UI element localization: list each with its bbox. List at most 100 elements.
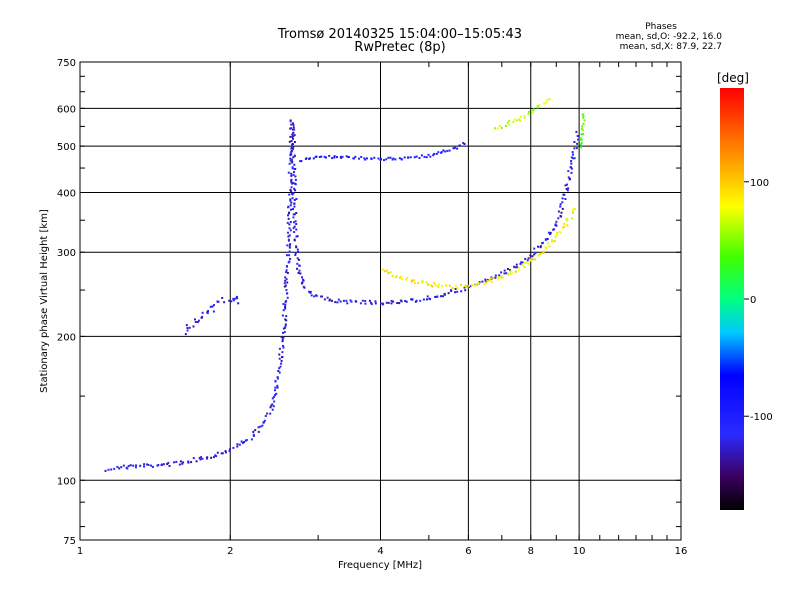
echo-point bbox=[281, 314, 284, 317]
echo-point bbox=[337, 298, 340, 301]
echo-point bbox=[381, 302, 384, 305]
echo-point bbox=[445, 284, 448, 287]
echo-point bbox=[573, 141, 576, 143]
echo-point bbox=[440, 151, 443, 154]
echo-point bbox=[454, 146, 456, 149]
echo-point bbox=[292, 124, 295, 126]
echo-point bbox=[151, 465, 154, 468]
echo-point bbox=[496, 127, 499, 130]
echo-point bbox=[297, 250, 299, 253]
echo-point bbox=[494, 127, 496, 130]
echo-point bbox=[269, 406, 272, 409]
echo-point bbox=[289, 159, 292, 162]
echo-point bbox=[257, 426, 260, 429]
echo-point bbox=[323, 155, 326, 158]
echo-point bbox=[564, 184, 567, 187]
echo-point bbox=[581, 113, 584, 116]
echo-point bbox=[236, 443, 239, 446]
echo-point bbox=[278, 347, 281, 350]
echo-point bbox=[442, 295, 445, 298]
x-tick-label: 6 bbox=[465, 546, 471, 557]
echo-point bbox=[570, 160, 573, 162]
echo-point bbox=[289, 120, 292, 123]
echo-point bbox=[295, 212, 298, 214]
echo-point bbox=[387, 156, 390, 159]
echo-point bbox=[394, 276, 397, 278]
echo-point bbox=[285, 265, 288, 268]
echo-point bbox=[281, 351, 284, 354]
echo-point bbox=[200, 456, 203, 459]
echo-point bbox=[292, 227, 295, 230]
echo-point bbox=[179, 460, 182, 463]
echo-point bbox=[229, 448, 231, 451]
echo-point bbox=[234, 297, 237, 300]
echo-point bbox=[289, 243, 292, 246]
echo-point bbox=[221, 297, 224, 299]
echo-point bbox=[572, 153, 574, 156]
echo-point bbox=[390, 302, 393, 305]
echo-point bbox=[490, 277, 493, 280]
echo-point bbox=[293, 171, 295, 173]
echo-point bbox=[486, 280, 489, 282]
echo-point bbox=[415, 299, 418, 302]
echo-point bbox=[185, 324, 188, 327]
echo-point bbox=[292, 128, 294, 131]
echo-point bbox=[509, 270, 512, 273]
echo-point bbox=[365, 157, 368, 160]
echo-point bbox=[296, 235, 299, 238]
echo-point bbox=[295, 228, 298, 231]
echo-point bbox=[566, 189, 569, 192]
echo-point bbox=[287, 214, 289, 217]
echo-point bbox=[523, 261, 526, 264]
echo-point bbox=[282, 336, 285, 339]
echo-point bbox=[336, 301, 339, 304]
y-tick-label: 200 bbox=[57, 332, 76, 343]
echo-point bbox=[310, 294, 313, 297]
echo-point bbox=[336, 156, 338, 159]
echo-point bbox=[413, 156, 416, 159]
echo-point bbox=[527, 113, 530, 116]
echo-point bbox=[503, 272, 506, 275]
echo-point bbox=[460, 290, 463, 293]
echo-point bbox=[529, 258, 532, 261]
colorbar-tick-label: 0 bbox=[750, 295, 756, 306]
echo-point bbox=[252, 434, 255, 437]
echo-point bbox=[579, 137, 582, 139]
echo-point bbox=[561, 207, 564, 210]
echo-point bbox=[290, 190, 293, 193]
echo-point bbox=[447, 292, 450, 295]
echo-point bbox=[477, 282, 480, 285]
echo-point bbox=[521, 261, 524, 264]
echo-point bbox=[570, 171, 573, 174]
echo-point bbox=[325, 156, 327, 159]
echo-point bbox=[220, 452, 223, 455]
echo-point bbox=[277, 377, 279, 380]
echo-point bbox=[517, 269, 520, 272]
echo-point bbox=[257, 430, 260, 433]
tick-marks bbox=[79, 61, 682, 540]
phase-stats: Phases mean, sd,O: -92.2, 16.0 mean, sd,… bbox=[600, 22, 722, 52]
echo-point bbox=[293, 199, 296, 201]
echo-point bbox=[300, 160, 303, 163]
echo-point bbox=[285, 269, 288, 272]
echo-point bbox=[405, 278, 408, 281]
echo-point bbox=[374, 302, 377, 305]
echo-point bbox=[262, 421, 265, 424]
echo-point bbox=[390, 299, 393, 302]
echo-point bbox=[278, 357, 281, 360]
echo-point bbox=[363, 157, 366, 160]
echo-point bbox=[433, 152, 436, 155]
echo-point bbox=[503, 269, 506, 272]
echo-point bbox=[235, 295, 238, 298]
echo-point bbox=[186, 329, 189, 332]
echo-point bbox=[523, 114, 526, 117]
echo-point bbox=[497, 278, 500, 281]
echo-point bbox=[570, 156, 573, 159]
echo-point bbox=[490, 280, 493, 283]
echo-point bbox=[143, 465, 146, 468]
echo-point bbox=[288, 193, 291, 196]
echo-point bbox=[433, 282, 435, 285]
echo-point bbox=[294, 167, 297, 170]
echo-point bbox=[245, 439, 248, 441]
echo-point bbox=[563, 222, 565, 225]
